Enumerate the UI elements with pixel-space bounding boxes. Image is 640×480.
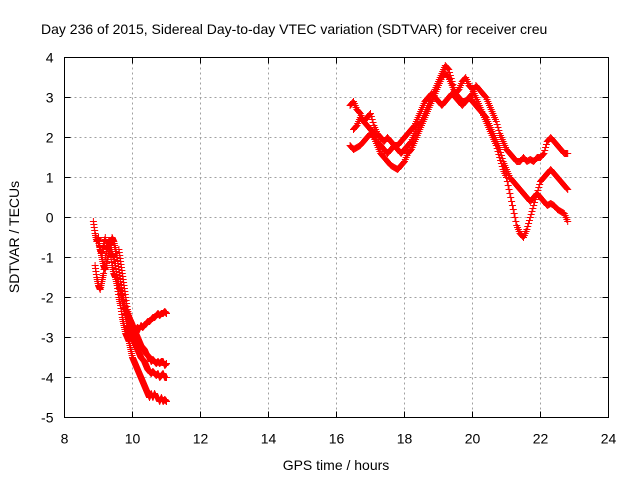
data-point	[508, 198, 516, 205]
data-point	[524, 223, 532, 230]
data-point	[529, 205, 537, 212]
data-point	[400, 159, 408, 166]
x-tick-label: 16	[329, 431, 345, 447]
data-point	[355, 109, 363, 116]
data-point	[506, 190, 514, 197]
data-point	[564, 218, 572, 225]
data-point	[535, 184, 543, 191]
chart-title: Day 236 of 2015, Sidereal Day-to-day VTE…	[41, 21, 547, 37]
data-point	[541, 147, 549, 154]
y-tick-label: -1	[41, 250, 54, 266]
data-point	[410, 123, 418, 130]
data-point	[369, 129, 377, 136]
data-point	[367, 113, 375, 120]
data-point	[444, 65, 452, 72]
data-point	[498, 155, 506, 162]
data-point	[563, 185, 571, 192]
data-point	[367, 110, 374, 117]
grid	[64, 57, 609, 418]
x-tick-label: 22	[533, 431, 549, 447]
data-points	[89, 62, 572, 405]
data-point	[369, 119, 377, 126]
data-point	[497, 152, 505, 159]
data-point	[536, 181, 544, 188]
data-point	[406, 147, 414, 154]
data-point	[503, 178, 511, 185]
data-point	[505, 186, 513, 193]
data-point	[493, 121, 501, 128]
series-track-3	[95, 234, 170, 369]
data-point	[481, 113, 489, 120]
data-point	[564, 186, 572, 193]
data-point	[454, 87, 462, 94]
y-tick-label: 2	[46, 130, 54, 146]
data-point	[525, 217, 533, 224]
data-point	[539, 151, 547, 158]
data-point	[163, 360, 170, 367]
data-point	[523, 226, 531, 233]
y-axis-tick-labels: -5 -4 -3 -2 -1 0 1 2 3 4	[41, 50, 54, 426]
data-point	[512, 218, 520, 225]
y-tick-label: 0	[46, 210, 54, 226]
data-point	[540, 150, 548, 157]
y-tick-label: -5	[41, 410, 54, 426]
data-point	[495, 127, 503, 134]
data-point	[445, 66, 453, 73]
y-tick-label: 4	[46, 50, 54, 66]
data-point	[510, 210, 518, 217]
data-point	[507, 194, 515, 201]
x-tick-label: 24	[601, 431, 617, 447]
data-point	[494, 124, 502, 131]
data-point	[542, 141, 550, 148]
data-point	[163, 374, 170, 381]
x-axis-tick-labels: 8 10 12 14 16 18 20 22 24	[61, 431, 617, 447]
data-point	[497, 149, 505, 156]
data-point	[509, 206, 517, 213]
x-tick-label: 18	[397, 431, 413, 447]
data-point	[368, 116, 376, 123]
x-tick-label: 14	[261, 431, 277, 447]
data-point	[496, 146, 504, 153]
data-point	[163, 310, 170, 317]
data-point	[352, 123, 360, 130]
data-point	[508, 202, 516, 209]
x-tick-label: 10	[125, 431, 141, 447]
data-point	[542, 144, 550, 151]
series-track-4	[115, 246, 170, 333]
data-point	[528, 208, 536, 215]
data-point	[525, 220, 533, 227]
data-point	[481, 93, 489, 100]
y-tick-label: -4	[41, 370, 54, 386]
data-point	[511, 214, 519, 221]
x-tick-label: 12	[193, 431, 209, 447]
data-point	[163, 398, 170, 405]
data-point	[530, 202, 538, 209]
data-point	[468, 85, 476, 92]
data-point	[526, 214, 534, 221]
y-tick-label: -3	[41, 330, 54, 346]
data-point	[492, 118, 500, 125]
y-tick-label: -2	[41, 290, 54, 306]
data-point	[444, 73, 452, 80]
data-point	[527, 211, 535, 218]
y-axis-label: SDTVAR / TECUs	[6, 181, 22, 293]
x-tick-label: 20	[465, 431, 481, 447]
data-point	[564, 150, 572, 157]
axis-ticks	[64, 57, 609, 418]
x-axis-label: GPS time / hours	[283, 457, 390, 473]
y-tick-label: 3	[46, 90, 54, 106]
series-track-7	[350, 90, 572, 225]
x-tick-label: 8	[61, 431, 69, 447]
data-point	[504, 182, 512, 189]
y-tick-label: 1	[46, 170, 54, 186]
